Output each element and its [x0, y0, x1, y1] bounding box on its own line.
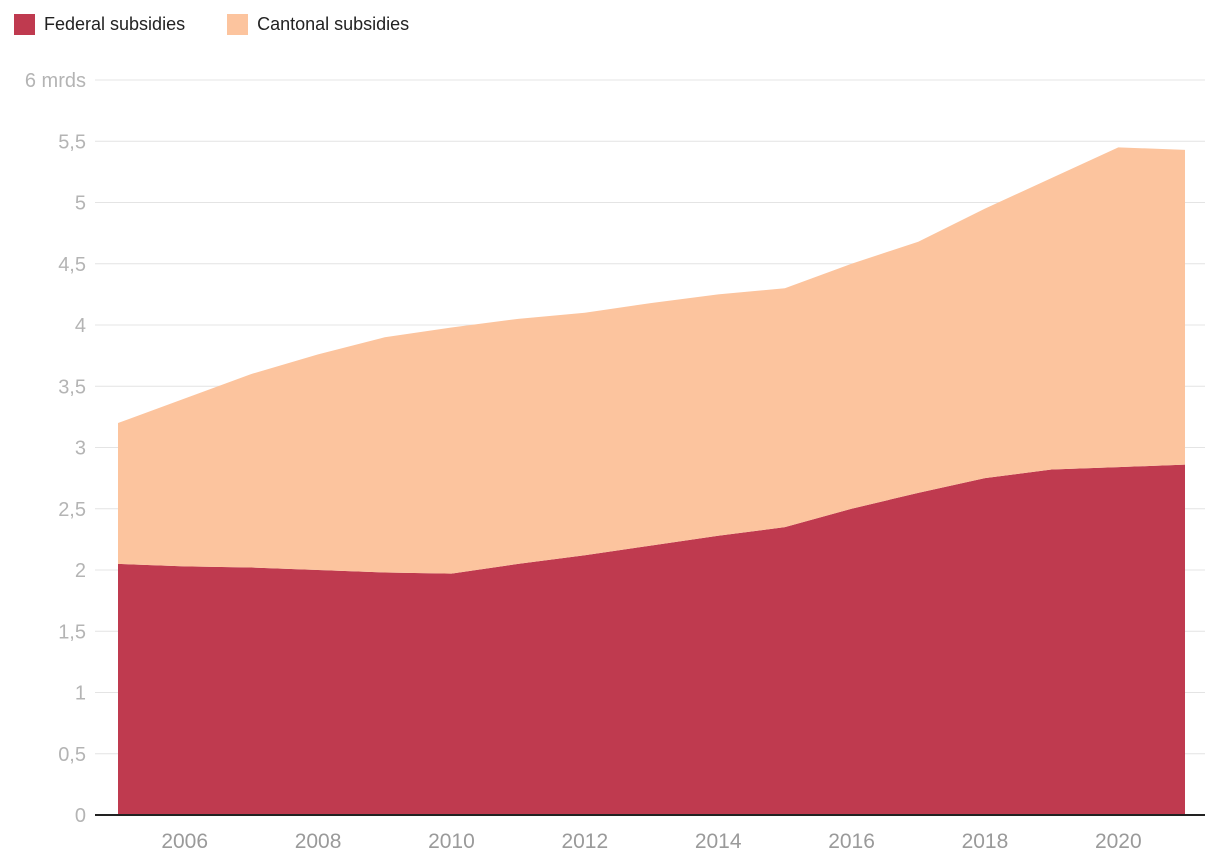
- cantonal-subsidies-area: [118, 147, 1185, 574]
- y-tick-label: 1,5: [58, 621, 86, 643]
- legend-label-federal-subsidies: Federal subsidies: [44, 14, 186, 34]
- y-tick-label: 5: [75, 193, 86, 215]
- y-tick-label: 4: [75, 315, 86, 337]
- y-tick-label: 2: [75, 560, 86, 582]
- cantonal-subsidies-swatch: [227, 14, 249, 35]
- legend-label-cantonal-subsidies: Cantonal subsidies: [257, 14, 410, 34]
- legend-item-federal-subsidies: Federal subsidies: [14, 14, 185, 35]
- y-tick-label: 0: [75, 805, 86, 827]
- x-tick-label: 2006: [161, 830, 208, 853]
- federal-subsidies-swatch: [14, 14, 35, 35]
- x-tick-label: 2012: [561, 830, 608, 853]
- y-tick-label: 3,5: [58, 376, 86, 398]
- x-tick-label: 2016: [828, 830, 875, 853]
- x-tick-label: 2018: [962, 830, 1009, 853]
- y-tick-label: 1: [75, 683, 86, 705]
- x-tick-label: 2010: [428, 830, 475, 853]
- x-tick-label: 2014: [695, 830, 742, 853]
- y-tick-label: 5,5: [58, 131, 86, 153]
- x-tick-label: 2020: [1095, 830, 1142, 853]
- y-tick-label: 2,5: [58, 499, 86, 521]
- legend-item-cantonal-subsidies: Cantonal subsidies: [227, 14, 409, 35]
- y-tick-label: 4,5: [58, 254, 86, 276]
- x-tick-label: 2008: [295, 830, 342, 853]
- y-tick-label: 6 mrds: [25, 70, 86, 92]
- legend: Federal subsidies Cantonal subsidies: [14, 14, 409, 35]
- federal-subsidies-area: [118, 464, 1185, 815]
- y-tick-label: 0,5: [58, 744, 86, 766]
- y-tick-label: 3: [75, 438, 86, 460]
